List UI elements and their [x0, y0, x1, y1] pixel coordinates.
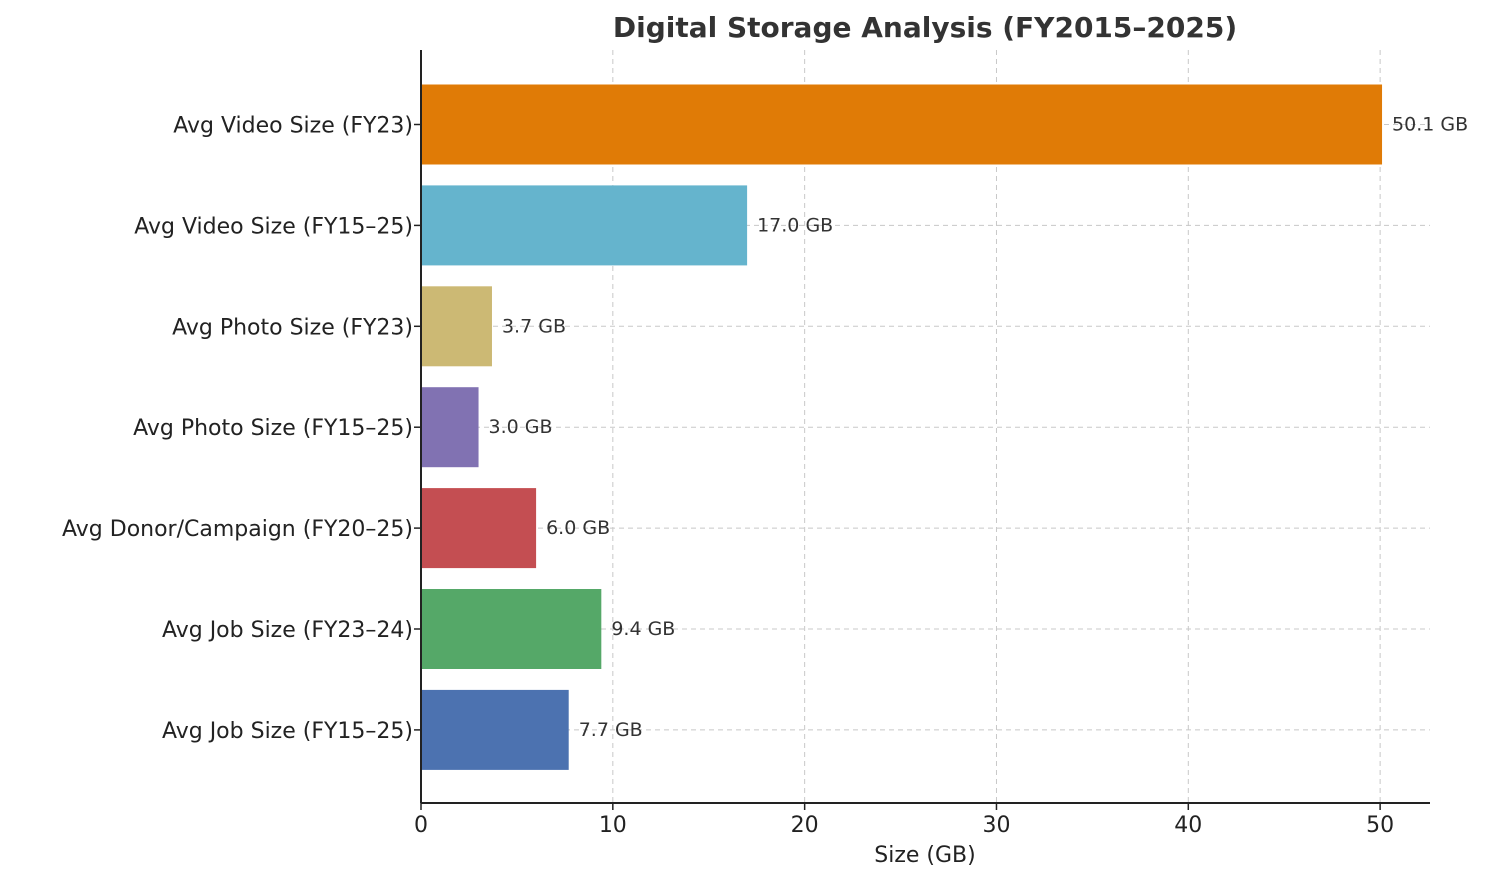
x-tick-label: 10: [599, 813, 627, 838]
bar-value-label: 17.0 GB: [757, 214, 833, 236]
bar-value-label: 3.0 GB: [489, 416, 553, 438]
x-axis-label: Size (GB): [874, 843, 975, 868]
x-tick-label: 30: [982, 813, 1010, 838]
bar-value-label: 7.7 GB: [579, 719, 643, 741]
bar-value-label: 3.7 GB: [502, 315, 566, 337]
bar: [421, 387, 479, 468]
x-tick-label: 20: [791, 813, 819, 838]
value-labels: 50.1 GB 17.0 GB 3.7 GB 3.0 GB 6.0 GB 9.4 GB 7.…: [489, 114, 1469, 741]
category-label: Avg Video Size (FY15–25): [134, 214, 413, 239]
bar-value-label: 9.4 GB: [611, 618, 675, 640]
chart-title: Digital Storage Analysis (FY2015–2025): [613, 11, 1237, 44]
x-tick-label: 40: [1174, 813, 1202, 838]
category-label: Avg Donor/Campaign (FY20–25): [62, 517, 413, 542]
grid-lines: [421, 50, 1430, 803]
category-label: Avg Job Size (FY23–24): [162, 618, 413, 643]
bar: [421, 185, 748, 266]
x-tick-label: 0: [414, 813, 428, 838]
bar: [421, 589, 602, 669]
bars: [421, 84, 1383, 770]
category-label: Avg Photo Size (FY23): [172, 315, 413, 340]
bar-value-label: 6.0 GB: [546, 517, 610, 539]
x-tick-labels: 0 10 20 30 40 50: [414, 813, 1394, 838]
category-label: Avg Video Size (FY23): [173, 114, 413, 139]
bar: [421, 689, 569, 770]
category-labels: Avg Video Size (FY23) Avg Video Size (FY1…: [62, 114, 413, 744]
category-label: Avg Photo Size (FY15–25): [133, 416, 413, 441]
x-tick-label: 50: [1366, 813, 1394, 838]
bar: [421, 84, 1383, 165]
bar-value-label: 50.1 GB: [1392, 114, 1468, 136]
bar: [421, 488, 537, 569]
bar: [421, 286, 492, 367]
category-label: Avg Job Size (FY15–25): [162, 719, 413, 744]
axes: [414, 50, 1430, 810]
